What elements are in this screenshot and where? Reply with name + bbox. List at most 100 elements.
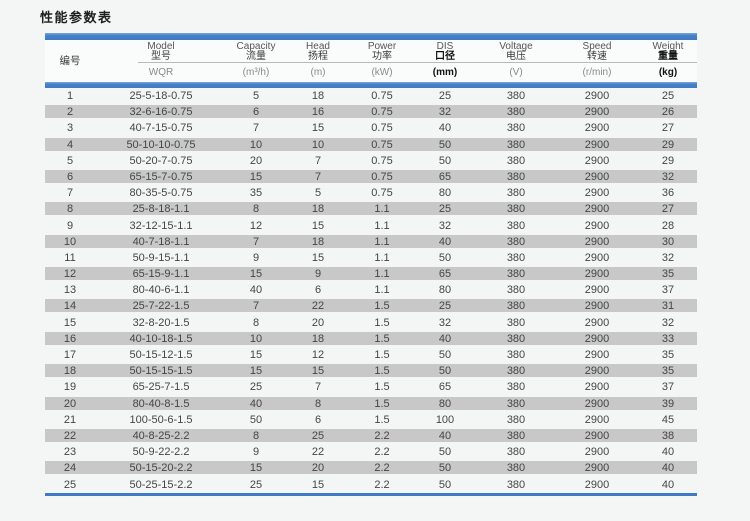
table-cell: 2900 bbox=[584, 332, 610, 345]
col-header-zh: 电压 bbox=[506, 51, 526, 62]
table-cell: 80 bbox=[438, 187, 452, 200]
table-cell: 1.5 bbox=[374, 349, 390, 361]
table-cell: 40 bbox=[249, 284, 263, 297]
table-header: 编号 Model 型号 WQR Capacity 流量 (m³/h) Head bbox=[45, 40, 697, 82]
table-cell: 1.1 bbox=[374, 251, 390, 264]
table-cell: 11 bbox=[64, 251, 76, 264]
table-row: 9 32-12-15-1.1 12 15 1.1 32 380 2900 28 bbox=[45, 218, 697, 234]
col-header-en: Model bbox=[147, 41, 175, 52]
table-cell: 50 bbox=[438, 365, 452, 378]
table-cell: 40-7-18-1.1 bbox=[132, 235, 190, 248]
table-cell: 1.5 bbox=[374, 365, 390, 378]
table-cell: 8 bbox=[252, 203, 260, 216]
table-cell: 14 bbox=[63, 300, 77, 313]
header-divider bbox=[138, 62, 697, 63]
table-cell: 29 bbox=[661, 138, 675, 151]
table-cell: 0.75 bbox=[371, 122, 393, 135]
table-cell: 380 bbox=[506, 138, 526, 151]
table-cell: 6 bbox=[314, 284, 322, 297]
table-cell: 380 bbox=[506, 462, 526, 475]
table-cell: 27 bbox=[661, 122, 675, 135]
table-cell: 13 bbox=[63, 284, 77, 297]
table-cell: 15 bbox=[311, 122, 325, 135]
table-cell: 380 bbox=[506, 365, 526, 378]
col-header-power: Power 功率 (kW) bbox=[351, 40, 413, 82]
table-cell: 18 bbox=[311, 90, 325, 102]
table-cell: 37 bbox=[661, 381, 675, 394]
table-cell: 45 bbox=[661, 413, 675, 426]
col-header-en: Weight bbox=[652, 41, 684, 52]
table-cell: 22 bbox=[63, 429, 77, 442]
table-cell: 9 bbox=[252, 446, 260, 459]
table-cell: 27 bbox=[661, 203, 675, 216]
table-cell: 32 bbox=[438, 106, 452, 119]
table-cell: 2900 bbox=[584, 106, 610, 119]
table-cell: 50 bbox=[438, 478, 452, 491]
table-cell: 1.1 bbox=[374, 219, 390, 232]
table-cell: 1 bbox=[66, 90, 74, 102]
table-cell: 15 bbox=[63, 316, 77, 329]
table-cell: 32 bbox=[661, 251, 675, 264]
table-cell: 35 bbox=[249, 187, 263, 200]
table-cell: 6 bbox=[314, 413, 322, 426]
col-header-en: Capacity bbox=[236, 41, 276, 52]
table-cell: 0.75 bbox=[371, 138, 393, 151]
table-cell: 2900 bbox=[584, 429, 610, 442]
table-cell: 26 bbox=[661, 106, 675, 119]
table-cell: 65 bbox=[438, 268, 452, 281]
table-cell: 50-10-10-0.75 bbox=[126, 138, 196, 151]
table-cell: 32-6-16-0.75 bbox=[129, 106, 193, 119]
table-cell: 15 bbox=[311, 365, 325, 378]
table-cell: 2900 bbox=[584, 154, 610, 167]
table-cell: 25 bbox=[661, 90, 675, 102]
table-cell: 25 bbox=[438, 203, 452, 216]
table-cell: 15 bbox=[249, 462, 263, 475]
table-cell: 380 bbox=[506, 203, 526, 216]
table-cell: 15 bbox=[311, 478, 325, 491]
table-cell: 2900 bbox=[584, 478, 610, 491]
table-cell: 50 bbox=[438, 446, 452, 459]
table-row: 14 25-7-22-1.5 7 22 1.5 25 380 2900 31 bbox=[45, 298, 697, 315]
table-cell: 9 bbox=[252, 251, 260, 264]
col-header-unit: WQR bbox=[148, 66, 174, 78]
table-cell: 25-8-18-1.1 bbox=[132, 203, 190, 216]
table-cell: 40-8-25-2.2 bbox=[132, 429, 190, 442]
table-cell: 50-9-22-2.2 bbox=[132, 446, 190, 459]
table-cell: 50 bbox=[438, 154, 452, 167]
table-row: 1 25-5-18-0.75 5 18 0.75 25 380 2900 25 bbox=[45, 88, 697, 104]
table-cell: 16 bbox=[311, 106, 325, 119]
table-cell: 2900 bbox=[584, 170, 610, 183]
table-cell: 50 bbox=[438, 138, 452, 151]
table-cell: 50-9-15-1.1 bbox=[132, 251, 190, 264]
table-cell: 2900 bbox=[584, 90, 610, 102]
table-cell: 80 bbox=[438, 284, 452, 297]
table-cell: 65-15-9-1.1 bbox=[132, 268, 190, 281]
table-cell: 50 bbox=[438, 349, 452, 361]
col-header-zh: 口径 bbox=[435, 51, 455, 62]
table-cell: 2900 bbox=[584, 413, 610, 426]
table-cell: 380 bbox=[506, 413, 526, 426]
table-cell: 32-12-15-1.1 bbox=[129, 219, 193, 232]
table-bottom-bar bbox=[45, 492, 697, 496]
table-cell: 7 bbox=[252, 300, 260, 313]
table-cell: 8 bbox=[66, 203, 74, 216]
col-header-en: Speed bbox=[582, 41, 612, 52]
table-cell: 380 bbox=[506, 90, 526, 102]
col-header-en: Voltage bbox=[499, 41, 533, 52]
table-cell: 25 bbox=[63, 478, 77, 491]
table-row: 4 50-10-10-0.75 10 10 0.75 50 380 2900 29 bbox=[45, 136, 697, 153]
table-cell: 40-10-18-1.5 bbox=[129, 332, 193, 345]
col-header-unit: (V) bbox=[509, 66, 523, 78]
table-cell: 1.5 bbox=[374, 381, 390, 394]
table-cell: 7 bbox=[314, 381, 322, 394]
col-header-unit: (mm) bbox=[432, 66, 458, 78]
table-cell: 29 bbox=[661, 154, 675, 167]
table-cell: 25-7-22-1.5 bbox=[132, 300, 190, 313]
table-cell: 100 bbox=[435, 413, 455, 426]
table-row: 5 50-20-7-0.75 20 7 0.75 50 380 2900 29 bbox=[45, 153, 697, 169]
table-top-bar bbox=[45, 33, 697, 40]
table-cell: 25 bbox=[249, 381, 263, 394]
col-header-capacity: Capacity 流量 (m³/h) bbox=[227, 40, 285, 82]
table-cell: 380 bbox=[506, 170, 526, 183]
table-cell: 2 bbox=[66, 106, 74, 119]
